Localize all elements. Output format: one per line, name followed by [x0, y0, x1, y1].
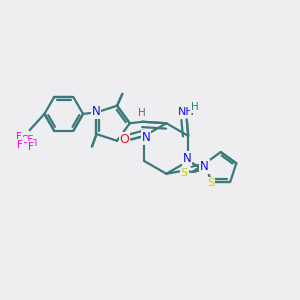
Text: O: O: [120, 133, 130, 146]
Text: N: N: [142, 131, 150, 144]
Text: NH: NH: [178, 107, 194, 117]
Text: 3: 3: [32, 139, 37, 148]
Text: F: F: [17, 140, 23, 150]
Text: H: H: [191, 102, 199, 112]
Text: CF: CF: [20, 135, 33, 145]
Text: H: H: [138, 108, 146, 118]
Text: N: N: [92, 105, 100, 118]
Text: S: S: [181, 168, 188, 178]
Text: S: S: [207, 178, 214, 188]
Text: F: F: [28, 142, 34, 152]
Text: F: F: [16, 132, 22, 142]
Text: N: N: [200, 160, 209, 173]
Text: N: N: [183, 152, 191, 165]
